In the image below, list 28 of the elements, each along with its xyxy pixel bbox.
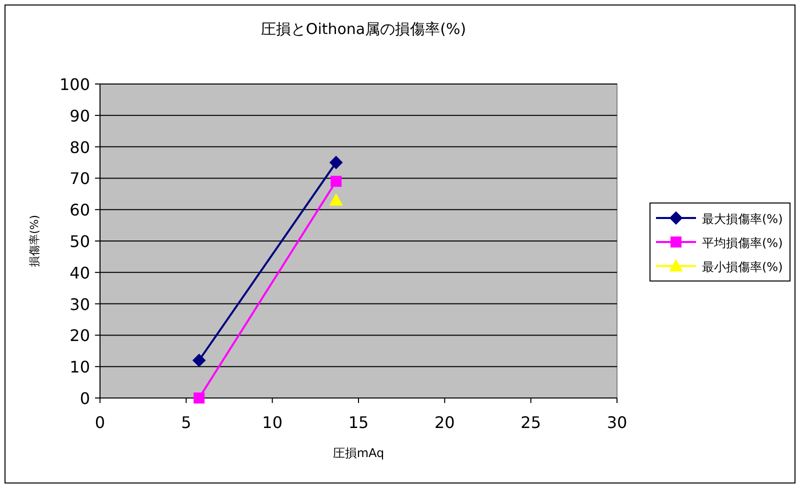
y-tick-label: 0: [80, 389, 90, 408]
y-tick-label: 90: [70, 106, 90, 126]
y-tick-label: 80: [70, 138, 90, 157]
point: [330, 156, 343, 169]
x-tick-label: 10: [262, 413, 283, 432]
point: [192, 354, 206, 367]
legend-label: 最小損傷率(%): [702, 260, 783, 274]
legend-label: 最大損傷率(%): [702, 212, 783, 226]
x-tick-label: 5: [181, 413, 192, 432]
y-tick-label: 30: [70, 294, 90, 314]
chart-title: 圧損とOithona属の損傷率(%): [260, 20, 466, 38]
y-tick-label: 70: [70, 169, 90, 188]
x-tick-label: 20: [434, 413, 455, 432]
x-tick-label: 15: [348, 413, 369, 432]
y-tick-label: 60: [70, 200, 90, 220]
y-axis-title: 損傷率(%): [28, 214, 41, 268]
legend-label: 平均損傷率(%): [702, 236, 783, 250]
point: [194, 392, 205, 404]
point: [330, 176, 342, 187]
x-tick-label: 0: [94, 413, 106, 432]
x-tick-label: 30: [606, 413, 628, 432]
x-axis-title: 圧損mAq: [332, 446, 384, 460]
y-tick-label: 50: [70, 232, 90, 251]
y-tick-label: 100: [59, 75, 90, 94]
y-tick-label: 40: [70, 263, 90, 282]
y-tick-label: 20: [70, 326, 90, 346]
x-tick-label: 25: [520, 413, 542, 432]
y-tick-label: 10: [70, 358, 90, 377]
